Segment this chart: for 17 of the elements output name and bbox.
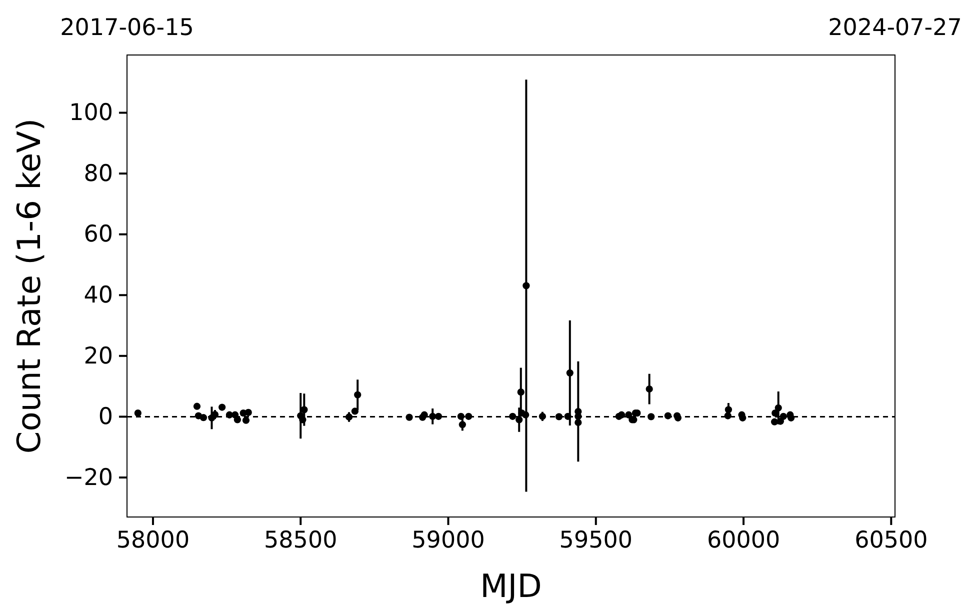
- x-tick-label: 60000: [706, 527, 780, 554]
- y-tick-label: 20: [84, 343, 113, 370]
- x-tick-label: 60500: [854, 527, 928, 554]
- y-axis-title: Count Rate (1-6 keV): [10, 118, 48, 454]
- y-tick-label: 100: [69, 100, 113, 126]
- y-tick-label: 0: [98, 404, 113, 430]
- y-tick-label: 40: [84, 282, 113, 308]
- y-tick-label: −20: [64, 464, 113, 491]
- x2-tick-label: 2017-06-15: [60, 15, 194, 41]
- x-tick-label: 58500: [264, 527, 338, 554]
- x-tick-label: 58000: [116, 527, 190, 554]
- x-tick-label: 59000: [412, 527, 485, 554]
- x2-tick-label: 2024-07-27: [828, 15, 962, 41]
- y-tick-label: 80: [84, 160, 113, 187]
- y-tick-label: 60: [84, 222, 113, 248]
- x-tick-label: 59500: [559, 527, 632, 554]
- x-axis-title: MJD: [480, 567, 542, 605]
